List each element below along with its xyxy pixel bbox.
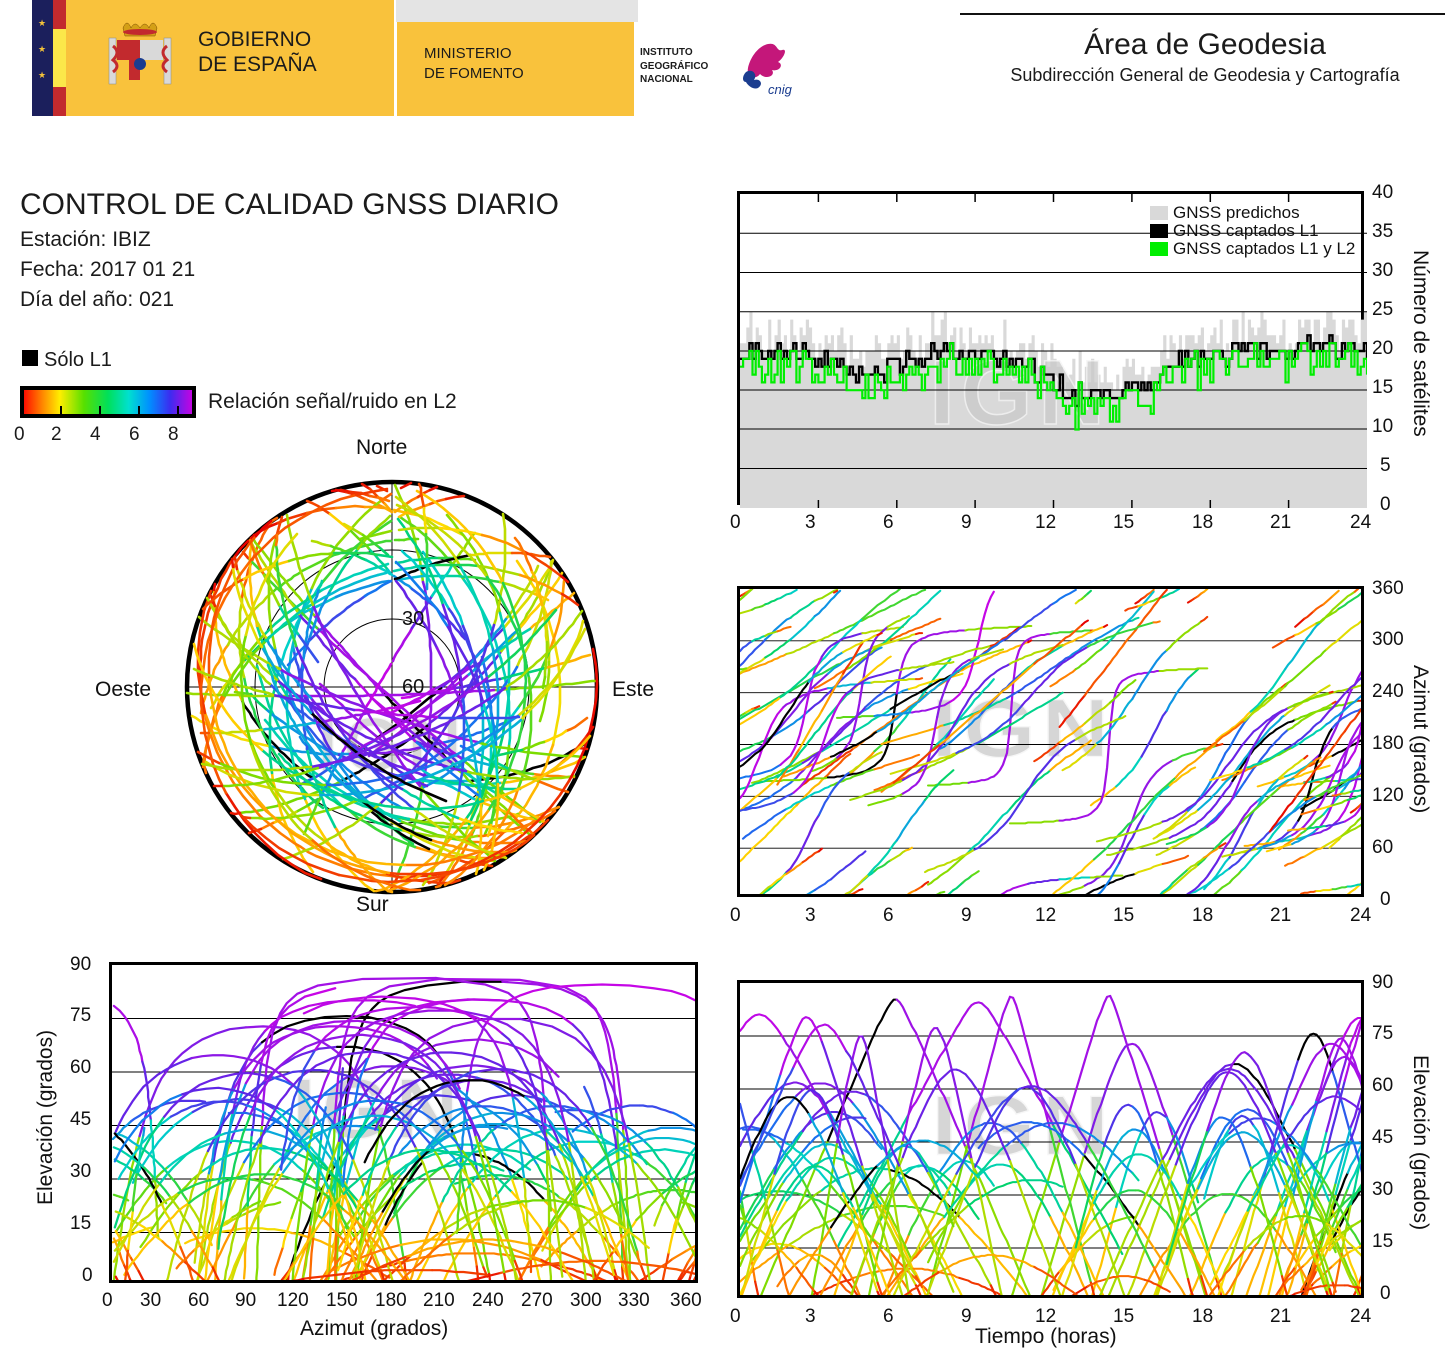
svg-text:GNSS predichos: GNSS predichos: [1173, 203, 1300, 222]
svg-text:60: 60: [402, 676, 424, 698]
svg-text:cnig: cnig: [768, 82, 793, 97]
svg-text:GNSS captados L1: GNSS captados L1: [1173, 221, 1319, 240]
svg-text:GNSS captados L1 y L2: GNSS captados L1 y L2: [1173, 239, 1355, 258]
svg-text:30: 30: [402, 608, 424, 630]
